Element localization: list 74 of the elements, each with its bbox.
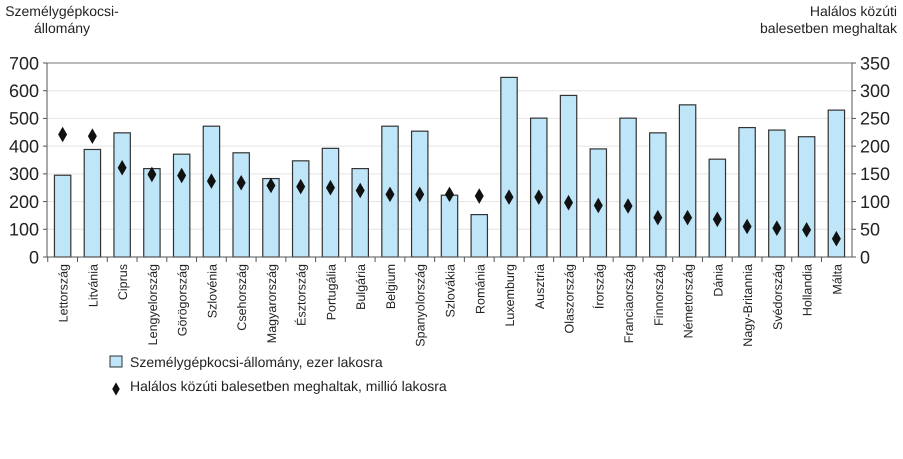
y-tick-label: 600 bbox=[8, 81, 39, 102]
bar bbox=[649, 132, 667, 258]
bar bbox=[470, 214, 488, 258]
bar bbox=[262, 178, 280, 258]
x-tick-label: Dánia bbox=[711, 264, 726, 297]
bar bbox=[172, 154, 190, 258]
x-tick-label: Lengyelország bbox=[146, 264, 160, 346]
bar bbox=[410, 130, 429, 258]
x-tick-label: Csehország bbox=[235, 264, 250, 331]
x-tick-label: Szlovákia bbox=[444, 264, 458, 318]
x-tick-label: Lettország bbox=[56, 264, 71, 322]
x-tick-label: Luxemburg bbox=[503, 264, 518, 327]
x-tick-label: Ausztria bbox=[532, 264, 547, 310]
x-tick-label: Svédország bbox=[770, 264, 785, 330]
y-tick-label: 700 bbox=[8, 53, 39, 74]
x-tick-label: Írország bbox=[592, 264, 606, 310]
x-tick-label: Spanyolország bbox=[414, 264, 428, 347]
bar bbox=[143, 168, 161, 258]
bar bbox=[500, 76, 518, 258]
y-tick-label: 300 bbox=[8, 164, 39, 184]
bar bbox=[828, 110, 846, 258]
bar bbox=[530, 118, 548, 258]
bar bbox=[84, 148, 102, 258]
x-tick-label: Szlovénia bbox=[205, 264, 220, 318]
x-tick-label: Németország bbox=[682, 264, 696, 338]
bar bbox=[351, 168, 370, 258]
x-tick-label: Nagy-Britannia bbox=[741, 264, 756, 347]
bar bbox=[113, 132, 131, 258]
x-tick-label: Portugália bbox=[324, 264, 338, 320]
bar bbox=[322, 148, 340, 258]
bar bbox=[232, 152, 250, 258]
y-tick-label: 500 bbox=[8, 108, 39, 129]
bar bbox=[619, 118, 637, 258]
bar bbox=[292, 160, 310, 258]
bar bbox=[381, 126, 399, 258]
bar bbox=[768, 129, 786, 258]
x-tick-label: Olaszország bbox=[562, 264, 577, 334]
y2-tick-label: 100 bbox=[860, 192, 890, 212]
y-tick-label: 200 bbox=[8, 192, 39, 212]
y2-tick-label: 150 bbox=[860, 164, 890, 184]
x-tick-label: Magyarország bbox=[264, 264, 279, 344]
x-tick-label: Ciprus bbox=[116, 264, 130, 300]
y-tick-label: 100 bbox=[8, 220, 39, 240]
bar bbox=[678, 104, 696, 258]
y2-axis-title: Halálos közúti balesetben meghaltak bbox=[760, 3, 898, 36]
x-tick-label: Bulgária bbox=[354, 264, 368, 310]
y2-tick-label: 300 bbox=[860, 81, 890, 102]
bar bbox=[590, 148, 608, 258]
legend-label: Halálos közúti balesetben meghaltak, millió lakosra bbox=[130, 378, 447, 394]
x-tick-label: Litvánia bbox=[86, 264, 100, 308]
y2-tick-label: 200 bbox=[860, 136, 890, 156]
bar bbox=[202, 126, 220, 258]
y-tick-label: 400 bbox=[8, 136, 39, 156]
y2-tick-label: 50 bbox=[860, 220, 880, 240]
y-axis-title: Személygépkocsi- állomány bbox=[5, 3, 120, 36]
x-tick-label: Észtország bbox=[294, 264, 309, 326]
x-tick-label: Málta bbox=[830, 264, 844, 295]
bar bbox=[708, 158, 726, 258]
x-tick-label: Franciaország bbox=[622, 264, 636, 344]
x-tick-label: Belgium bbox=[384, 264, 398, 310]
x-tick-label: Románia bbox=[473, 264, 488, 314]
y2-tick-label: 250 bbox=[860, 108, 890, 129]
bar bbox=[738, 126, 756, 258]
bar bbox=[560, 94, 578, 258]
y2-tick-label: 350 bbox=[860, 53, 890, 74]
x-tick-label: Görögország bbox=[176, 264, 190, 336]
y2-tick-label: 0 bbox=[860, 247, 870, 268]
bar bbox=[440, 194, 458, 258]
bar bbox=[54, 174, 72, 258]
x-tick-label: Finnország bbox=[652, 264, 666, 326]
y-tick-label: 0 bbox=[28, 247, 39, 268]
bar bbox=[798, 136, 816, 258]
legend-label: Személygépkocsi-állomány, ezer lakosra bbox=[130, 354, 383, 370]
x-tick-label: Hollandia bbox=[800, 264, 815, 316]
